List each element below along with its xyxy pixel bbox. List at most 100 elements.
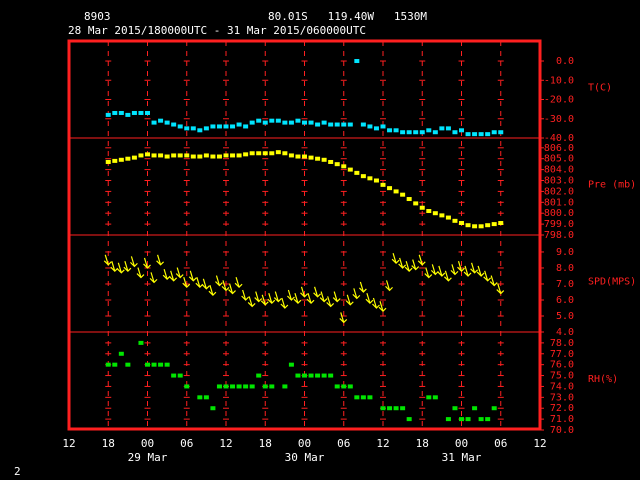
wind-arrow <box>286 289 295 301</box>
data-point <box>210 124 216 129</box>
data-point <box>177 124 183 129</box>
y-tick-label: 73.0 <box>550 392 574 403</box>
data-point <box>426 128 432 133</box>
wind-arrow <box>169 270 178 282</box>
data-point <box>367 395 373 400</box>
wind-arrow <box>195 277 204 289</box>
data-point <box>158 153 164 158</box>
time-period: 28 Mar 2015/180000UTC - 31 Mar 2015/0600… <box>68 24 366 37</box>
wind-arrow <box>273 291 282 303</box>
data-point <box>478 417 484 422</box>
data-point <box>197 128 203 133</box>
data-point <box>184 153 190 158</box>
data-point <box>380 406 386 411</box>
data-point <box>288 362 294 367</box>
wind-arrow <box>201 278 210 290</box>
data-point <box>341 122 347 127</box>
data-point <box>452 130 458 135</box>
wind-arrow <box>260 294 269 306</box>
data-point <box>354 170 360 175</box>
y-tick-label: -40.0 <box>544 133 574 144</box>
data-point <box>236 153 242 158</box>
data-point <box>380 124 386 129</box>
data-point <box>367 176 373 181</box>
data-point <box>125 156 131 161</box>
data-point <box>269 384 275 389</box>
data-point <box>459 128 464 133</box>
data-point <box>295 154 301 159</box>
data-point <box>256 373 262 378</box>
wind-arrow <box>110 261 119 273</box>
wind-arrow <box>365 293 374 305</box>
y-tick-label: 9.0 <box>556 247 574 258</box>
data-point <box>125 112 131 117</box>
data-point <box>171 122 177 127</box>
data-point <box>341 384 347 389</box>
x-tick-label: 06 <box>180 437 193 450</box>
data-point <box>485 417 491 422</box>
data-point <box>145 110 150 115</box>
data-point <box>478 224 484 229</box>
wind-arrow <box>470 262 479 274</box>
y-tick-label: 804.0 <box>544 165 574 176</box>
data-point <box>373 126 379 131</box>
data-point <box>465 417 471 422</box>
data-point <box>445 215 451 220</box>
data-point <box>308 155 314 160</box>
data-point <box>413 201 419 206</box>
data-point <box>203 153 209 158</box>
y-axis-label: SPD(MPS) <box>588 277 636 288</box>
data-point <box>459 221 464 226</box>
data-point <box>472 224 478 229</box>
wind-arrow <box>489 275 498 287</box>
data-point <box>197 395 203 400</box>
data-point <box>334 122 340 127</box>
wind-arrow <box>116 262 125 274</box>
wind-arrow <box>254 291 263 303</box>
wind-arrow <box>463 265 472 277</box>
data-point <box>105 112 111 117</box>
data-point <box>380 182 386 187</box>
y-tick-label: 8.0 <box>556 263 574 274</box>
data-point <box>459 417 464 422</box>
data-point <box>328 122 334 127</box>
wind-arrow <box>188 270 197 282</box>
wind-arrow <box>221 280 230 292</box>
data-point <box>275 150 281 155</box>
data-point <box>236 384 242 389</box>
data-point <box>288 153 294 158</box>
wind-arrow <box>215 275 223 287</box>
wind-arrow <box>103 254 112 266</box>
data-point <box>321 373 327 378</box>
x-tick-label: 12 <box>219 437 232 450</box>
wind-arrow <box>129 256 138 268</box>
y-tick-label: 77.0 <box>550 349 574 360</box>
y-tick-label: 802.0 <box>544 186 574 197</box>
data-point <box>158 362 164 367</box>
data-point <box>334 384 340 389</box>
wind-arrow <box>280 297 289 309</box>
data-point <box>432 211 438 216</box>
data-point <box>406 417 412 422</box>
y-tick-label: 5.0 <box>556 311 574 322</box>
data-point <box>171 373 177 378</box>
data-point <box>112 362 118 367</box>
data-point <box>491 222 497 227</box>
data-point <box>400 406 406 411</box>
y-tick-label: 70.0 <box>550 425 574 436</box>
wind-arrow <box>241 289 250 301</box>
y-tick-label: 803.0 <box>544 176 574 187</box>
data-point <box>112 158 118 163</box>
data-point <box>262 120 268 125</box>
wind-arrow <box>496 283 505 295</box>
data-point <box>302 154 307 159</box>
data-point <box>387 186 393 191</box>
data-point <box>105 159 111 164</box>
data-point <box>210 154 216 159</box>
x-tick-label: 18 <box>259 437 272 450</box>
data-point <box>472 132 478 137</box>
data-point <box>334 162 340 167</box>
wind-arrow <box>293 293 302 305</box>
x-tick-label: 18 <box>416 437 429 450</box>
data-point <box>413 130 419 135</box>
